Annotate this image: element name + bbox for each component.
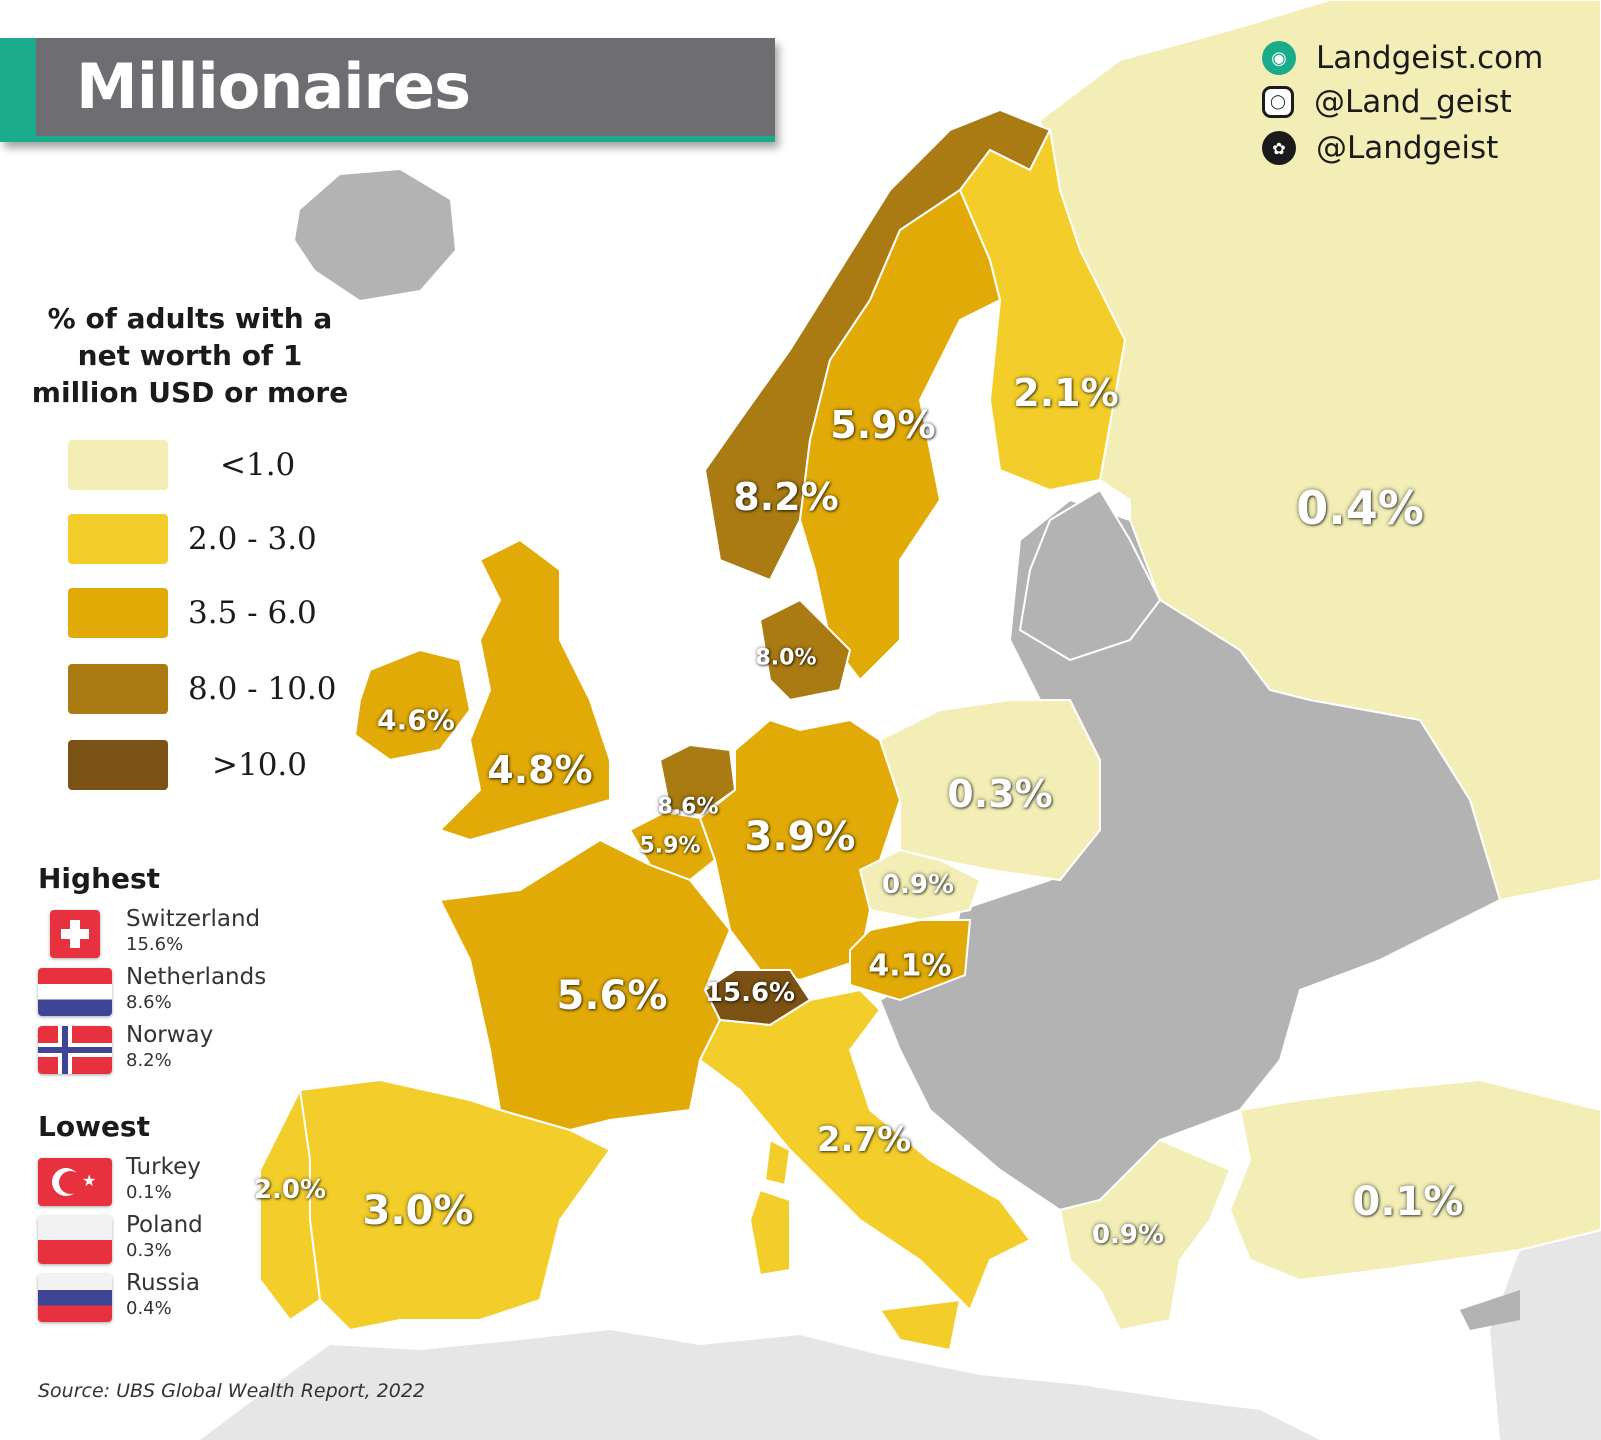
iceland-region <box>295 170 455 300</box>
poland-region <box>878 699 1101 882</box>
country-name: Poland <box>126 1212 203 1238</box>
label-germany: 3.9% <box>744 814 856 860</box>
italy-region <box>698 988 1032 1312</box>
label-denmark: 8.0% <box>755 645 817 671</box>
greece-region <box>1058 1138 1232 1332</box>
label-italy: 2.7% <box>816 1120 912 1160</box>
legend-label: 3.5 - 6.0 <box>188 595 317 631</box>
austria-region <box>849 919 972 1002</box>
country-name: Norway <box>126 1022 214 1048</box>
social-website[interactable]: ◉ Landgeist.com <box>1262 40 1543 76</box>
country-name: Turkey <box>126 1154 201 1180</box>
baltics-region <box>1018 488 1162 662</box>
country-value: 0.4% <box>126 1298 172 1319</box>
sicily-region <box>878 1298 962 1352</box>
legend-swatch <box>68 514 168 564</box>
label-switzerland: 15.6% <box>704 978 796 1008</box>
label-portugal: 2.0% <box>253 1175 327 1205</box>
finland-region <box>958 126 1127 492</box>
twitter-icon: ✿ <box>1262 131 1296 165</box>
label-belgium: 5.9% <box>639 833 701 859</box>
label-france: 5.6% <box>556 973 668 1019</box>
label-greece: 0.9% <box>1091 1220 1165 1250</box>
highest-heading: Highest <box>38 862 161 895</box>
portugal-region <box>259 1086 322 1322</box>
country-value: 0.3% <box>126 1240 172 1261</box>
legend-swatch <box>68 664 168 714</box>
legend-title: % of adults with a net worth of 1 millio… <box>31 302 349 409</box>
label-finland: 2.1% <box>1013 371 1119 415</box>
ireland-region <box>353 648 472 762</box>
poland-flag-icon <box>38 1216 112 1264</box>
legend-swatch <box>68 440 168 490</box>
country-value: 0.1% <box>126 1182 172 1203</box>
czechia-region <box>858 848 982 922</box>
label-poland: 0.3% <box>947 772 1053 816</box>
page-title: Millionaires <box>76 50 471 123</box>
legend-item-4: 8.0 - 10.0 <box>68 664 338 714</box>
label-norway: 8.2% <box>733 475 839 519</box>
label-netherlands: 8.6% <box>657 794 719 820</box>
country-value: 15.6% <box>126 934 184 955</box>
middle-east-land <box>1490 1230 1601 1440</box>
north-africa-land <box>200 1330 1320 1440</box>
legend-label: >10.0 <box>212 747 307 783</box>
country-name: Switzerland <box>126 906 261 932</box>
legend-label: <1.0 <box>220 447 296 483</box>
social-twitter[interactable]: ✿ @Landgeist <box>1262 130 1498 166</box>
turkey-region <box>1228 1078 1601 1282</box>
lowest-heading: Lowest <box>38 1110 150 1143</box>
netherlands-flag-icon <box>38 968 112 1016</box>
russia-flag-icon <box>38 1274 112 1322</box>
label-russia: 0.4% <box>1296 481 1424 535</box>
instagram-text: @Land_geist <box>1314 84 1512 120</box>
denmark-region <box>758 598 852 702</box>
label-spain: 3.0% <box>362 1188 474 1234</box>
norway-flag-icon <box>38 1026 112 1074</box>
legend-swatch <box>68 740 168 790</box>
legend-item-3: 3.5 - 6.0 <box>68 588 338 638</box>
corsica-region <box>763 1138 792 1187</box>
social-instagram[interactable]: ◯ @Land_geist <box>1262 84 1512 120</box>
instagram-icon: ◯ <box>1262 86 1294 118</box>
sardinia-region <box>748 1188 791 1277</box>
country-name: Russia <box>126 1270 200 1296</box>
sweden-region <box>798 188 1002 682</box>
legend-label: 2.0 - 3.0 <box>188 521 317 557</box>
uk-region <box>438 538 611 842</box>
title-accent <box>0 38 36 136</box>
legend-item-2: 2.0 - 3.0 <box>68 514 338 564</box>
turkey-flag-icon: ★ <box>38 1158 112 1206</box>
twitter-text: @Landgeist <box>1316 130 1499 166</box>
cyprus-region <box>1460 1290 1520 1330</box>
legend-item-1: <1.0 <box>68 440 370 490</box>
source-note: Source: UBS Global Wealth Report, 2022 <box>38 1380 426 1402</box>
label-ireland: 4.6% <box>377 703 455 737</box>
globe-icon: ◉ <box>1262 41 1296 75</box>
legend-item-5: >10.0 <box>68 740 362 790</box>
country-value: 8.2% <box>126 1050 172 1071</box>
switzerland-flag-icon <box>50 910 100 958</box>
website-text: Landgeist.com <box>1316 40 1544 76</box>
label-uk: 4.8% <box>487 748 593 792</box>
country-value: 8.6% <box>126 992 172 1013</box>
country-name: Netherlands <box>126 964 267 990</box>
legend-swatch <box>68 588 168 638</box>
label-czechia: 0.9% <box>881 870 955 900</box>
label-sweden: 5.9% <box>830 403 936 447</box>
label-turkey: 0.1% <box>1352 1179 1464 1225</box>
label-austria: 4.1% <box>868 948 952 984</box>
legend-label: 8.0 - 10.0 <box>188 671 337 707</box>
title-banner: Millionaires <box>0 38 775 142</box>
